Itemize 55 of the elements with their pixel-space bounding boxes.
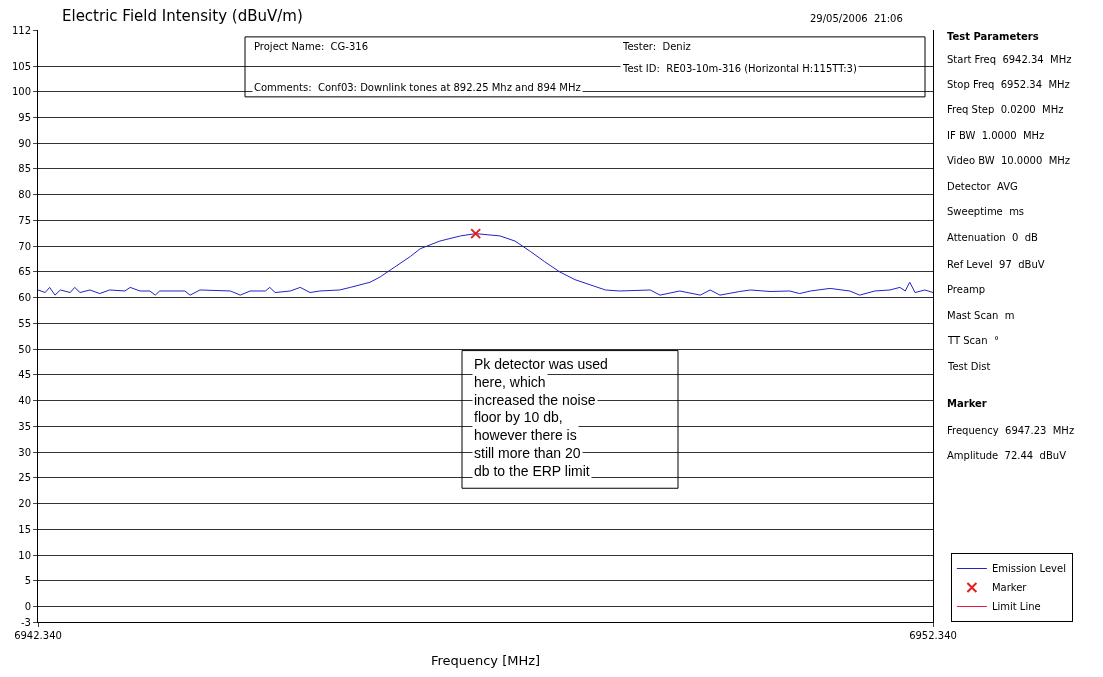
y-tick-label: 80 — [18, 189, 31, 201]
text: Sweeptime ms — [947, 206, 1025, 217]
text: Freq Step 0.0200 MHz — [947, 104, 1064, 115]
text: IF BW 1.0000 MHz — [947, 130, 1045, 141]
text: Ref Level 97 dBuV — [947, 259, 1045, 270]
x-axis-title: Frequency [MHz] — [430, 652, 541, 668]
x-tick-label: 6952.340 — [909, 630, 957, 641]
text: Mast Scan m — [947, 310, 1015, 321]
y-tick-label: 90 — [18, 137, 31, 149]
y-tick-label: 10 — [18, 549, 31, 561]
text: Attenuation 0 dB — [947, 232, 1039, 243]
y-tick-label: 45 — [18, 369, 31, 381]
y-tick-label: 75 — [18, 214, 31, 226]
text: Detector AVG — [947, 181, 1018, 192]
text: 29/05/2006 21:06 — [810, 13, 903, 24]
annotation: Comments: Conf03: Downlink tones at 892.25 Mhz and 894 MHz — [254, 82, 581, 93]
y-tick-label: 30 — [18, 446, 31, 458]
text: TT Scan ° — [947, 335, 999, 346]
annotation: Pk detector was used here, which increased the noise floor by 10 db, however there is still more than 20 db to the ERP limit — [474, 356, 608, 479]
text: Test Dist — [947, 361, 991, 372]
annotation: Project Name: CG-316 — [254, 41, 369, 52]
y-tick-label: 40 — [18, 395, 31, 407]
text: Frequency 6947.23 MHz — [947, 425, 1075, 436]
chart-title: Electric Field Intensity (dBuV/m) — [62, 7, 303, 26]
y-tick-label: 20 — [18, 498, 31, 510]
legend-label: Limit Line — [991, 601, 1041, 613]
legend-label: Emission Level — [991, 563, 1066, 575]
text: Preamp — [947, 284, 986, 295]
annotation: Tester: Deniz — [622, 41, 691, 52]
line-series — [38, 233, 933, 296]
text: Video BW 10.0000 MHz — [947, 155, 1071, 166]
y-tick-label: 25 — [18, 472, 31, 484]
y-tick-label: 95 — [18, 112, 31, 124]
y-tick-label: 35 — [18, 420, 31, 432]
text: Marker — [947, 398, 987, 409]
y-tick-label: 60 — [18, 292, 31, 304]
text: Amplitude 72.44 dBuV — [947, 450, 1067, 461]
y-tick-label: 112 — [11, 24, 31, 36]
legend-label: Marker — [991, 582, 1028, 594]
annotation: Test ID: RE03-10m-316 (Horizontal H:115TT:3) — [622, 63, 857, 74]
text: Start Freq 6942.34 MHz — [947, 54, 1072, 65]
y-tick-label: 65 — [18, 266, 31, 278]
y-tick-label: 0 — [24, 601, 31, 613]
y-tick-label: 5 — [24, 575, 31, 587]
y-tick-label: 105 — [11, 60, 31, 72]
text: Test Parameters — [947, 31, 1039, 42]
y-tick-label: 100 — [11, 86, 31, 98]
y-tick-label: 55 — [18, 317, 31, 329]
y-tick-label: 50 — [18, 343, 31, 355]
y-tick-label: 15 — [18, 523, 31, 535]
y-tick-label: 70 — [18, 240, 31, 252]
x-tick-label: 6942.340 — [14, 630, 62, 641]
y-tick-label: -3 — [21, 616, 31, 628]
text: Stop Freq 6952.34 MHz — [947, 79, 1070, 90]
y-tick-label: 85 — [18, 163, 31, 175]
